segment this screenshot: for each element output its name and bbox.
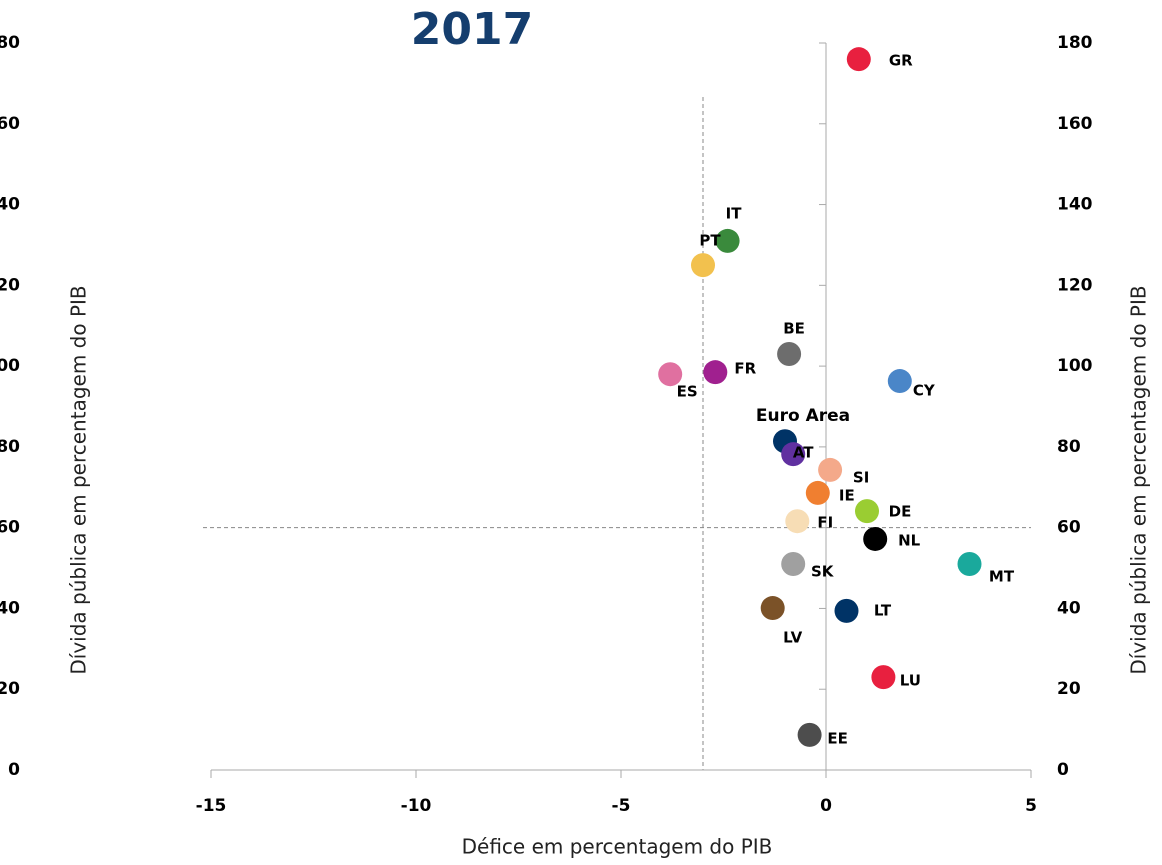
point bbox=[846, 47, 871, 72]
point-label: ES bbox=[677, 383, 698, 401]
point-label: SI bbox=[853, 468, 869, 486]
point bbox=[863, 526, 888, 551]
y2-tick-label: 40 bbox=[1057, 598, 1081, 618]
x-axis-label: Défice em percentagem do PIB bbox=[462, 835, 773, 859]
y-tick-label: 40 bbox=[0, 598, 20, 618]
y-tick-label: 60 bbox=[0, 518, 20, 538]
y2-tick-label: 180 bbox=[1057, 33, 1093, 53]
y-tick-label: 20 bbox=[0, 679, 20, 699]
point-label: IE bbox=[839, 486, 855, 504]
point-label: DE bbox=[889, 503, 912, 521]
point-label: PT bbox=[699, 232, 721, 250]
point bbox=[781, 552, 806, 577]
y-tick-label: 0 bbox=[8, 760, 20, 780]
y2-tick-label: 0 bbox=[1057, 760, 1069, 780]
y-tick-label: 160 bbox=[0, 114, 20, 134]
point-label: BE bbox=[783, 319, 805, 337]
point-label: LT bbox=[874, 601, 892, 619]
point bbox=[777, 341, 802, 366]
point bbox=[871, 665, 896, 690]
point bbox=[715, 228, 740, 253]
x-tick-label: 0 bbox=[820, 796, 832, 816]
point bbox=[818, 457, 843, 482]
point-label: IT bbox=[726, 204, 743, 222]
y-tick-label: 180 bbox=[0, 33, 20, 53]
point bbox=[887, 369, 912, 394]
y2-tick-label: 120 bbox=[1057, 275, 1093, 295]
y-tick-label: 100 bbox=[0, 356, 20, 376]
x-tick-label: -15 bbox=[196, 796, 227, 816]
y-tick-label: 80 bbox=[0, 437, 20, 457]
point-label: SK bbox=[811, 563, 835, 581]
point-label: CY bbox=[913, 382, 936, 400]
point bbox=[797, 722, 822, 747]
x-tick-label: 5 bbox=[1025, 796, 1037, 816]
point-label: Euro Area bbox=[756, 406, 850, 426]
point bbox=[957, 552, 982, 577]
point-label: NL bbox=[898, 531, 921, 549]
point-label: LV bbox=[783, 629, 802, 647]
y2-tick-label: 80 bbox=[1057, 437, 1081, 457]
y2-tick-label: 140 bbox=[1057, 195, 1093, 215]
point-label: GR bbox=[889, 52, 913, 70]
point bbox=[834, 598, 859, 623]
x-tick-label: -5 bbox=[612, 796, 631, 816]
point-label: MT bbox=[989, 568, 1015, 586]
y-axis-label: Dívida pública em percentagem do PIB bbox=[67, 285, 91, 674]
point bbox=[781, 442, 806, 467]
chart-title: 2017 bbox=[411, 4, 533, 55]
y2-tick-label: 100 bbox=[1057, 356, 1093, 376]
y-tick-label: 140 bbox=[0, 195, 20, 215]
y2-tick-label: 60 bbox=[1057, 518, 1081, 538]
point bbox=[805, 480, 830, 505]
point-label: AT bbox=[793, 444, 814, 462]
y2-tick-label: 20 bbox=[1057, 679, 1081, 699]
point-label: FR bbox=[734, 360, 756, 378]
point bbox=[855, 499, 879, 524]
y2-tick-label: 160 bbox=[1057, 114, 1093, 134]
point bbox=[658, 362, 683, 387]
point-label: FI bbox=[817, 514, 833, 532]
x-tick-label: -10 bbox=[401, 796, 432, 816]
y-tick-label: 120 bbox=[0, 275, 20, 295]
point bbox=[691, 253, 715, 278]
point bbox=[760, 596, 785, 621]
point bbox=[703, 360, 728, 385]
point-label: EE bbox=[827, 729, 848, 747]
y2-axis-label: Dívida pública em percentagem do PIB bbox=[1127, 285, 1151, 674]
point-label: LU bbox=[900, 672, 921, 690]
point bbox=[785, 509, 810, 534]
